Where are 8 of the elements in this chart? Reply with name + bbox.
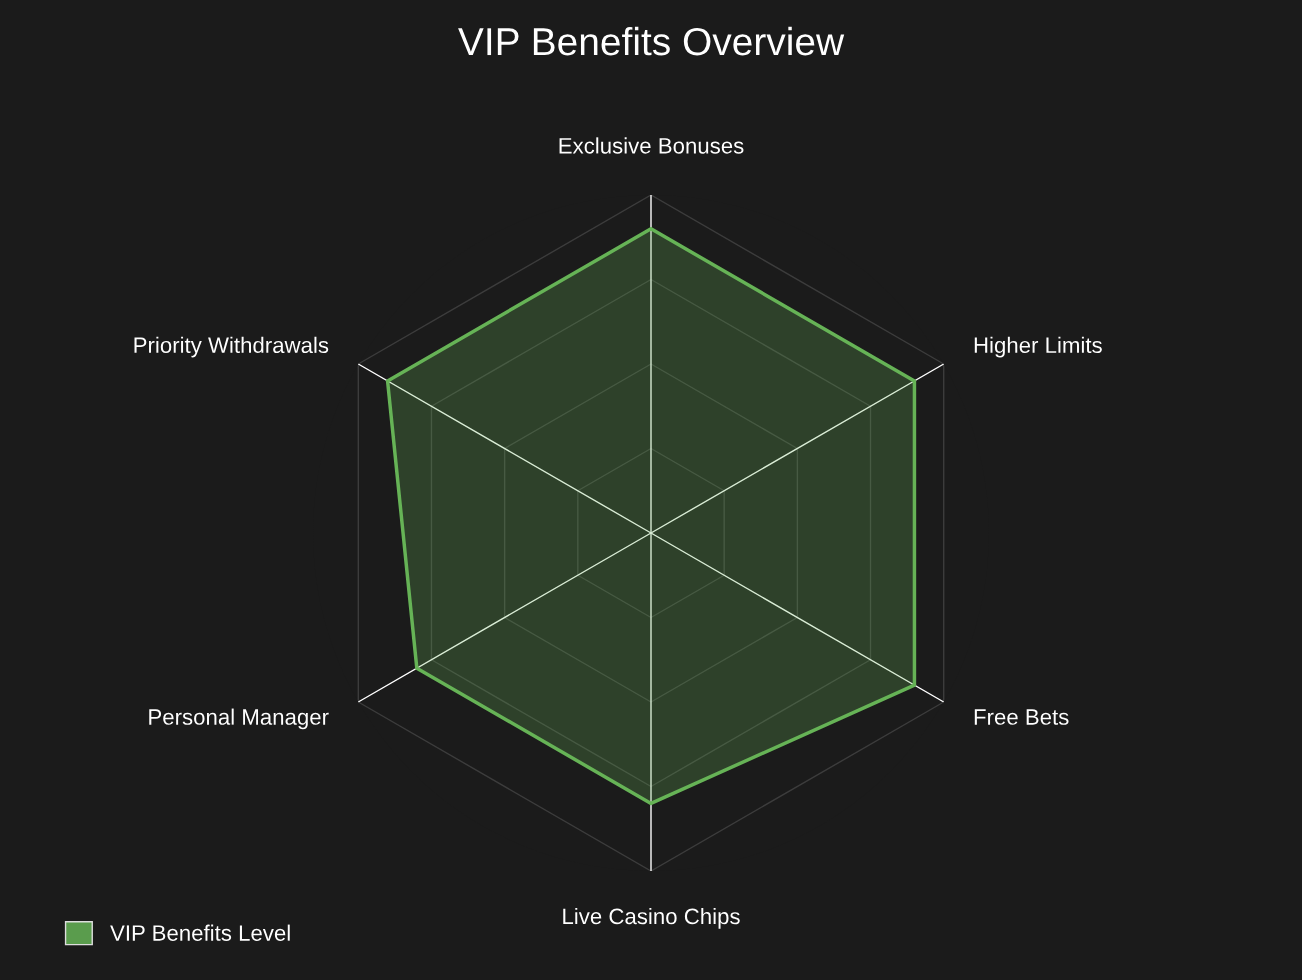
spoke-label: Personal Manager	[149, 708, 329, 730]
spoke-label: Live Casino Chips	[563, 907, 740, 929]
spoke-label: Free Bets	[974, 709, 1069, 725]
legend-label: VIP Benefits Level	[110, 924, 290, 941]
spoke-label: Priority Withdrawals	[134, 336, 329, 358]
spoke-label: Higher Limits	[974, 336, 1102, 358]
chart-title: VIP Benefits Overview	[458, 26, 845, 56]
spoke-label: Exclusive Bonuses	[559, 137, 744, 154]
